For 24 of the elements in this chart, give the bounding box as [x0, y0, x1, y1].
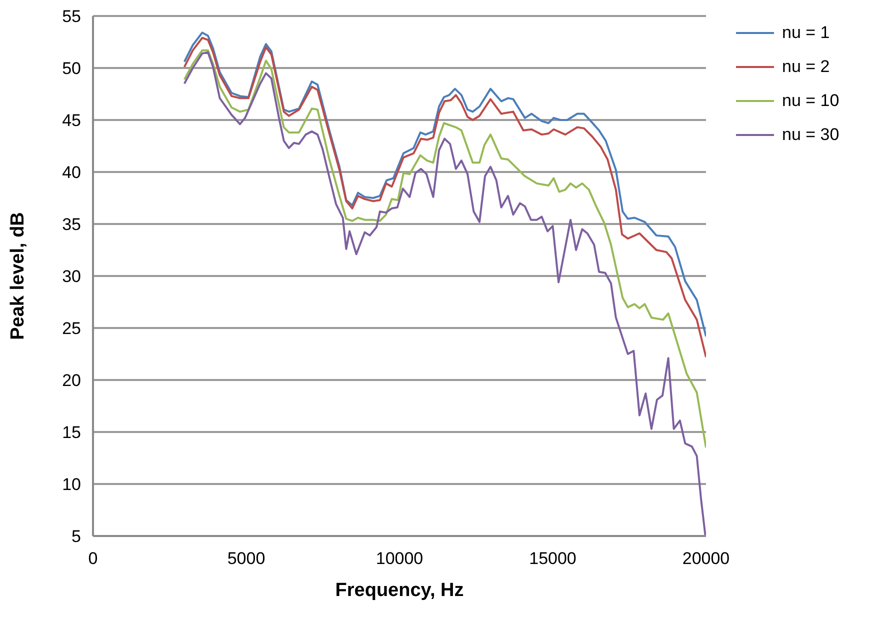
x-tick-label: 15000	[529, 549, 576, 568]
x-axis-title: Frequency, Hz	[335, 580, 464, 601]
y-tick-label: 45	[62, 111, 81, 130]
y-tick-label: 5	[72, 527, 81, 546]
legend-label: nu = 2	[782, 57, 830, 77]
x-tick-label: 20000	[682, 549, 730, 568]
y-tick-label: 15	[62, 423, 81, 442]
y-tick-label: 20	[62, 371, 81, 390]
y-tick-label: 40	[62, 163, 81, 182]
legend-label: nu = 30	[782, 125, 840, 145]
y-tick-label: 10	[62, 475, 81, 494]
line-series	[183, 51, 706, 536]
y-tick-label: 25	[62, 319, 81, 338]
y-axis-title: Peak level, dB	[8, 212, 29, 340]
y-tick-label: 55	[62, 7, 81, 26]
y-tick-label: 30	[62, 267, 81, 286]
line-series	[183, 49, 706, 449]
y-tick-label: 35	[62, 215, 81, 234]
x-tick-label: 0	[88, 549, 98, 568]
y-tick-label: 50	[62, 59, 81, 78]
x-tick-label: 5000	[227, 549, 266, 568]
legend-label: nu = 1	[782, 23, 830, 43]
legend-label: nu = 10	[782, 91, 840, 111]
x-tick-label: 10000	[376, 549, 424, 568]
